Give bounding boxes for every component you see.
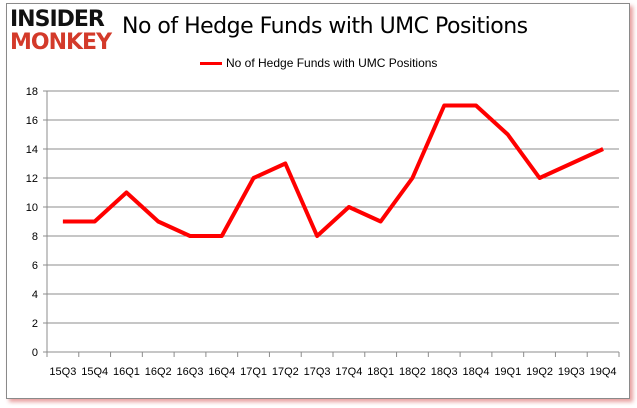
x-tick-label: 18Q1: [367, 366, 394, 378]
x-tick-label: 17Q2: [272, 366, 299, 378]
y-tick-label: 0: [32, 347, 38, 359]
y-tick-label: 16: [26, 115, 38, 127]
x-tick-label: 19Q1: [494, 366, 521, 378]
legend-label: No of Hedge Funds with UMC Positions: [226, 56, 438, 70]
legend-swatch: [200, 61, 222, 65]
legend: No of Hedge Funds with UMC Positions: [200, 56, 437, 70]
x-tick-label: 17Q1: [240, 366, 267, 378]
y-tick-label: 2: [32, 318, 38, 330]
x-tick-label: 16Q3: [177, 366, 204, 378]
y-tick-label: 12: [26, 173, 38, 185]
y-tick-label: 6: [32, 260, 38, 272]
y-tick-label: 10: [26, 202, 38, 214]
x-tick-label: 18Q4: [463, 366, 490, 378]
chart-frame: [6, 3, 630, 399]
x-tick-label: 16Q2: [145, 366, 172, 378]
y-tick-label: 18: [26, 86, 38, 98]
x-tick-label: 19Q4: [590, 366, 617, 378]
x-tick-label: 15Q4: [81, 366, 108, 378]
x-tick-label: 19Q2: [526, 366, 553, 378]
x-tick-label: 18Q3: [431, 366, 458, 378]
x-tick-label: 19Q3: [558, 366, 585, 378]
insider-monkey-logo: INSIDER MONKEY: [10, 8, 118, 54]
y-tick-label: 4: [32, 289, 38, 301]
x-tick-label: 17Q4: [335, 366, 362, 378]
series-line: [62, 103, 604, 238]
logo-line-2: MONKEY: [10, 30, 112, 55]
chart-title: No of Hedge Funds with UMC Positions: [122, 14, 528, 39]
x-tick-label: 17Q3: [304, 366, 331, 378]
x-tick-label: 16Q4: [208, 366, 235, 378]
x-tick-label: 16Q1: [113, 366, 140, 378]
logo-line-1: INSIDER: [10, 7, 105, 32]
x-tick-label: 15Q3: [49, 366, 76, 378]
x-tick-label: 18Q2: [399, 366, 426, 378]
y-tick-label: 8: [32, 231, 38, 243]
y-tick-label: 14: [26, 144, 38, 156]
